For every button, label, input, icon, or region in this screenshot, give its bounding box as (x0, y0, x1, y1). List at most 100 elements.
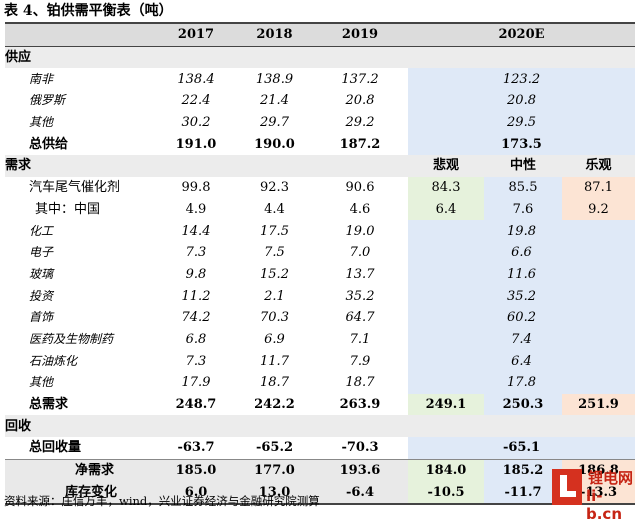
cell-neutral: 185.2 (484, 458, 562, 482)
cell-2019: -70.3 (341, 440, 379, 456)
row-label: 首饰 (29, 310, 54, 325)
blank-cell (237, 155, 312, 177)
cell-2018: 7.5 (264, 245, 285, 261)
row-label: 电子 (29, 245, 54, 260)
row-label: 玻璃 (29, 266, 54, 281)
table-row: 南非 138.4 138.9 137.2 123.2 (5, 68, 636, 91)
cell-2019: 19.0 (345, 223, 375, 239)
cell-neutral: 7.6 (484, 198, 562, 221)
table-row: 投资 11.2 2.1 35.2 35.2 (5, 285, 636, 307)
cell-2020e: 173.5 (408, 133, 636, 156)
row-label: 汽车尾气催化剂 (29, 180, 121, 196)
cell-2017: 9.8 (185, 266, 207, 282)
cell-2020e: -65.1 (408, 437, 636, 460)
cell-2020e: 20.8 (408, 90, 636, 112)
cell-2017: 7.3 (185, 245, 207, 261)
table-row: 俄罗斯 22.4 21.4 20.8 20.8 (5, 90, 636, 112)
source-note: 资料来源：庄信万丰，wind，兴业证券经济与金融研究院测算 (4, 494, 320, 508)
cell-2017: 6.0 (155, 481, 237, 506)
cell-2017: 14.4 (181, 223, 211, 239)
watermark-text-url: li-b.cn (586, 487, 623, 523)
cell-2019: -6.4 (312, 481, 408, 506)
cell-2019: 137.2 (341, 71, 379, 87)
cell-2020e: 7.4 (408, 328, 636, 351)
cell-2017: -63.7 (177, 440, 215, 456)
section-supply: 供应 (5, 46, 636, 69)
table-row: 化工 14.4 17.5 19.0 19.8 (5, 220, 636, 242)
cell-2019: 263.9 (339, 397, 381, 413)
cell-2018: 138.9 (255, 71, 294, 87)
header-2020e: 2020E (408, 21, 636, 47)
cell-neutral: -11.7 (484, 481, 562, 506)
row-label: 石油炼化 (29, 353, 78, 368)
cell-2020e: 6.4 (408, 350, 636, 372)
cell-2020e: 29.5 (408, 111, 636, 134)
cell-2017: 7.3 (185, 353, 207, 369)
cell-2017: 6.8 (185, 331, 207, 347)
cell-2020e: 19.8 (408, 220, 636, 242)
header-2018: 2018 (237, 21, 312, 47)
cell-2019: 18.7 (345, 375, 375, 391)
cell-2017: 248.7 (175, 397, 217, 413)
logo-letter-part (560, 491, 576, 497)
cell-2019: 35.2 (345, 288, 375, 304)
table-row: 石油炼化 7.3 11.7 7.9 6.4 (5, 350, 636, 372)
cell-2020e: 17.8 (408, 372, 636, 394)
row-label: 其他 (29, 375, 54, 390)
cell-2018: 18.7 (260, 375, 289, 391)
cell-bear: 84.3 (408, 176, 484, 199)
cell-2018: 92.3 (260, 180, 289, 196)
watermark-logo: 锂电网 li-b.cn (552, 463, 638, 523)
cell-bear: -10.5 (408, 481, 484, 506)
header-label (5, 21, 155, 47)
cell-2017: 185.0 (155, 458, 237, 482)
section-label: 回收 (5, 415, 636, 438)
row-label: 医药及生物制药 (29, 331, 114, 346)
logo-mark-icon (552, 469, 582, 505)
cell-2018: 2.1 (264, 288, 285, 304)
cell-2019: 90.6 (345, 180, 375, 196)
logo-letter-part (560, 475, 567, 497)
row-label: 化工 (29, 223, 54, 238)
cell-2018: 70.3 (260, 310, 289, 326)
cell-2017: 4.9 (185, 201, 207, 217)
cell-2020e: 60.2 (408, 306, 636, 329)
table-row: 其他 17.9 18.7 18.7 17.8 (5, 372, 636, 394)
cell-neutral: 250.3 (484, 393, 562, 416)
cell-2019: 7.1 (349, 331, 371, 347)
cell-bear: 249.1 (408, 393, 484, 416)
table-row: 电子 7.3 7.5 7.0 6.6 (5, 241, 636, 264)
cell-bull: 9.2 (562, 198, 636, 221)
cell-2017: 11.2 (181, 288, 211, 304)
row-label: 库存变化 (5, 481, 155, 506)
section-recycle: 回收 (5, 415, 636, 438)
row-label: 总回收量 (29, 440, 82, 456)
cell-2019: 187.2 (339, 136, 381, 152)
cell-bull: 87.1 (562, 176, 636, 199)
total-demand-row: 总需求 248.7 242.2 263.9 249.1 250.3 251.9 (5, 393, 636, 416)
cell-2019: 7.0 (349, 245, 371, 261)
table-title: 表 4、铂供需平衡表（吨） (4, 3, 173, 19)
section-label: 供应 (5, 46, 636, 69)
row-label: 俄罗斯 (29, 93, 66, 108)
cell-2019: 7.9 (349, 353, 371, 369)
cell-2020e: 11.6 (408, 263, 636, 286)
cell-bear: 184.0 (408, 458, 484, 482)
cell-2019: 4.6 (349, 201, 371, 217)
cell-bull: 251.9 (562, 393, 636, 416)
row-label: 投资 (29, 288, 54, 303)
row-label: 总需求 (29, 397, 69, 413)
cell-2019: 20.8 (345, 93, 375, 109)
cell-2018: 190.0 (254, 136, 295, 152)
total-recycle-row: 总回收量 -63.7 -65.2 -70.3 -65.1 (5, 437, 636, 460)
cell-2018: 17.5 (260, 223, 289, 239)
header-2017: 2017 (155, 21, 237, 47)
cell-2019: 64.7 (345, 310, 375, 326)
blank-cell (312, 155, 408, 177)
cell-2020e: 6.6 (408, 241, 636, 264)
cell-2018: 13.0 (237, 481, 312, 506)
cell-2018: 177.0 (237, 458, 312, 482)
table-row: 其他 30.2 29.7 29.2 29.5 (5, 111, 636, 134)
section-label: 需求 (5, 155, 155, 177)
cell-2017: 191.0 (175, 136, 217, 152)
